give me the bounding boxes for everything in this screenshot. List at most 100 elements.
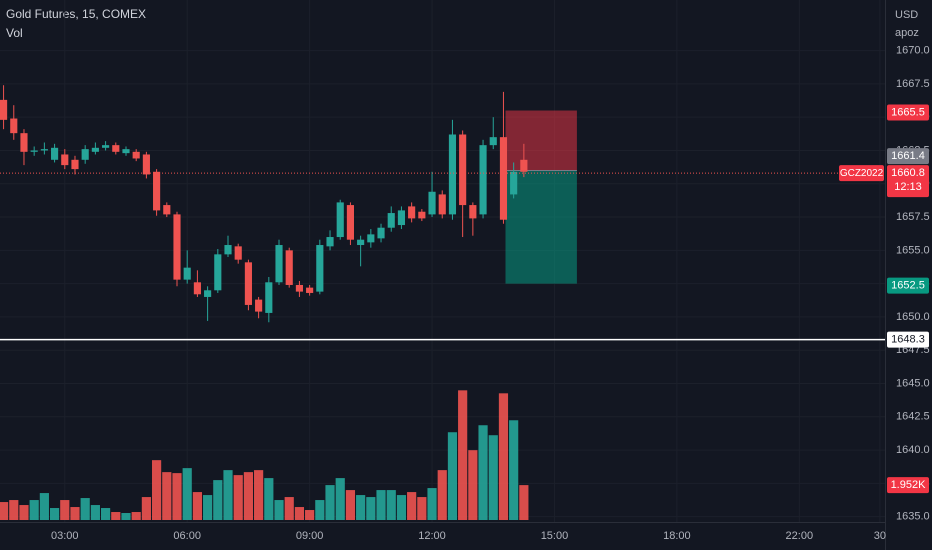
last-price-label: 1660.8 bbox=[891, 167, 925, 179]
candle-body bbox=[428, 191, 436, 215]
candle-body bbox=[81, 149, 89, 160]
candle-body bbox=[132, 151, 140, 159]
user: apoz bbox=[895, 27, 919, 39]
target-label-box bbox=[887, 277, 929, 294]
volume-bar bbox=[498, 393, 509, 520]
volume-bar bbox=[407, 492, 417, 520]
candle-body bbox=[71, 159, 79, 170]
volume-bar bbox=[121, 513, 131, 520]
candle-body bbox=[163, 205, 171, 215]
candle-body bbox=[285, 250, 293, 285]
y-tick-label: 1645.0 bbox=[896, 377, 930, 389]
candle-body bbox=[10, 118, 18, 134]
bid-price-box bbox=[887, 148, 929, 165]
volume-bar bbox=[264, 478, 274, 520]
y-tick-label: 1642.5 bbox=[896, 411, 930, 423]
candle-body bbox=[377, 227, 385, 239]
volume-bar bbox=[223, 470, 233, 520]
candle-body bbox=[336, 202, 344, 238]
candle-body bbox=[244, 262, 252, 305]
candle-body bbox=[499, 137, 508, 220]
y-tick-label: 1635.0 bbox=[896, 511, 930, 523]
volume-bar bbox=[162, 472, 172, 520]
candle-body bbox=[153, 171, 161, 211]
candle-body bbox=[112, 145, 120, 152]
volume-bar bbox=[192, 492, 202, 520]
candle-body bbox=[357, 239, 365, 246]
volume-bar bbox=[100, 508, 111, 520]
volume-bar bbox=[335, 478, 345, 520]
x-tick-label: 09:00 bbox=[296, 530, 324, 542]
horizontal-line-label-box bbox=[887, 331, 929, 348]
volume-bar bbox=[243, 472, 254, 520]
volume-bar bbox=[60, 500, 70, 520]
bid-price-label: 1661.4 bbox=[891, 150, 925, 162]
candle-body bbox=[102, 145, 110, 148]
volume-bar bbox=[213, 480, 223, 520]
x-tick-label: 06:00 bbox=[173, 530, 201, 542]
stop-label: 1665.5 bbox=[891, 106, 925, 118]
volume-bar bbox=[90, 505, 100, 520]
symbol-box bbox=[839, 165, 884, 182]
volume-bar bbox=[0, 502, 9, 520]
candle-body bbox=[397, 210, 406, 226]
volume-bar bbox=[254, 470, 264, 520]
volume-bar bbox=[458, 390, 468, 520]
volume-bar bbox=[274, 500, 284, 520]
candle-body bbox=[51, 147, 59, 160]
volume-label: 1.952K bbox=[891, 479, 927, 491]
candle-body bbox=[183, 267, 191, 280]
volume-bar bbox=[376, 490, 386, 520]
candle-body bbox=[214, 254, 222, 291]
y-tick-label: 1655.0 bbox=[896, 244, 930, 256]
target-label: 1652.5 bbox=[891, 280, 925, 292]
volume-bar bbox=[131, 512, 141, 520]
candle-body bbox=[204, 290, 212, 297]
candle-body bbox=[193, 282, 201, 295]
candle-body bbox=[122, 149, 130, 154]
volume-bar bbox=[9, 500, 19, 520]
candle-body bbox=[91, 147, 99, 152]
candle-body bbox=[346, 205, 354, 240]
volume-bar bbox=[19, 505, 29, 520]
candle-body bbox=[510, 171, 518, 195]
candle-body bbox=[469, 205, 477, 219]
volume-bar bbox=[182, 468, 192, 520]
candle-body bbox=[61, 154, 69, 166]
candle-body bbox=[255, 299, 263, 312]
volume-bar bbox=[80, 498, 90, 520]
candle-body bbox=[418, 211, 426, 219]
stop-zone bbox=[505, 110, 577, 171]
volume-bar bbox=[478, 425, 488, 520]
volume-bar bbox=[203, 495, 213, 520]
volume-bar bbox=[345, 490, 356, 520]
volume-label-box bbox=[887, 477, 929, 494]
last-price-box bbox=[887, 165, 929, 198]
volume-bar bbox=[437, 470, 447, 520]
y-tick-label: 1640.0 bbox=[896, 444, 930, 456]
candle-body bbox=[0, 99, 8, 120]
x-tick-label: 22:00 bbox=[786, 530, 814, 542]
volume-bar bbox=[39, 493, 49, 520]
volume-bar bbox=[111, 512, 121, 520]
candle-body bbox=[479, 145, 487, 215]
chart-title: Gold Futures, 15, COMEX bbox=[6, 7, 146, 21]
y-tick-label: 1670.0 bbox=[896, 45, 930, 57]
candle-body bbox=[234, 246, 242, 260]
volume-bar bbox=[141, 497, 151, 520]
candle-body bbox=[173, 214, 181, 280]
stop-label-box bbox=[887, 104, 929, 121]
volume-bar bbox=[315, 500, 325, 520]
candle-body bbox=[489, 137, 497, 146]
candle-body bbox=[295, 284, 303, 292]
candle-body bbox=[448, 134, 457, 215]
volume-bar bbox=[70, 507, 80, 520]
candle-body bbox=[30, 150, 38, 152]
candle-body bbox=[316, 245, 324, 292]
target-zone bbox=[505, 170, 577, 284]
volume-bar bbox=[325, 485, 335, 520]
candle-body bbox=[438, 194, 446, 215]
x-tick-label: 15:00 bbox=[541, 530, 569, 542]
candle-body bbox=[306, 287, 314, 293]
